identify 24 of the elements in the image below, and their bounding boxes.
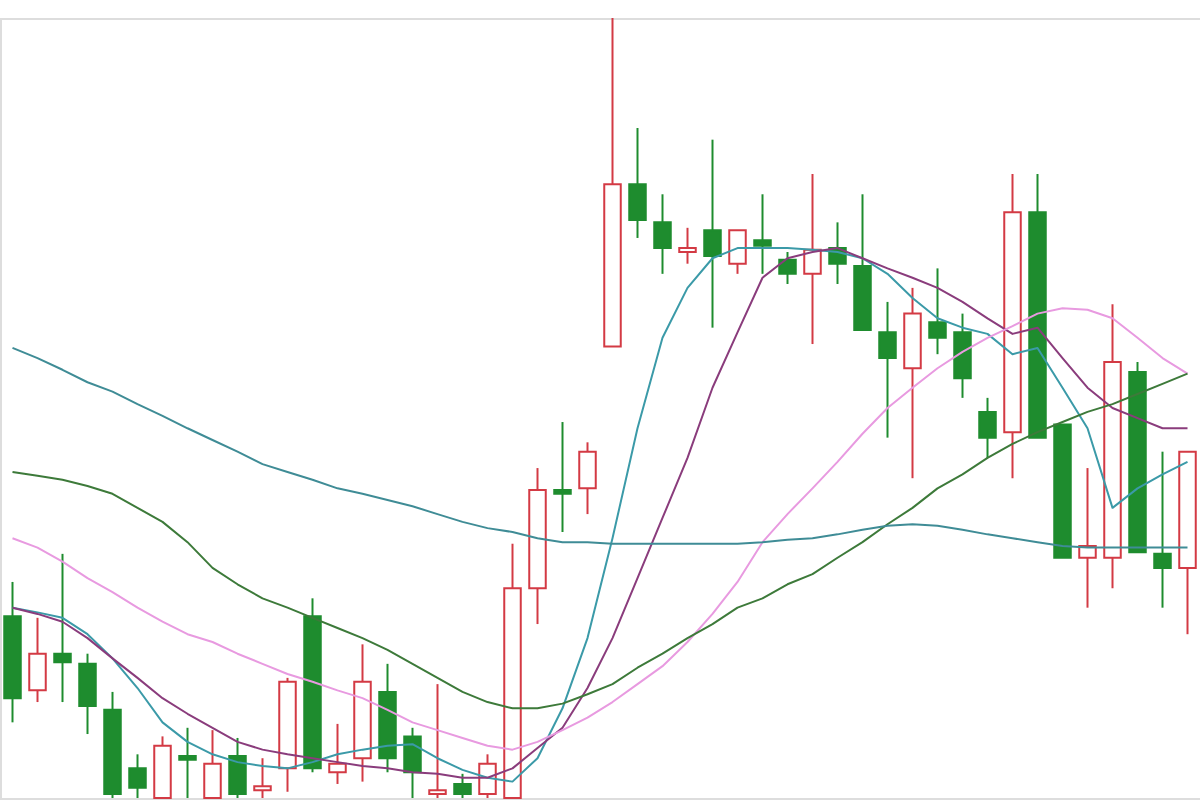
candlestick [28, 616, 47, 704]
candlestick [878, 300, 897, 439]
candlestick [553, 421, 572, 534]
candlestick [653, 193, 672, 275]
candlestick [1153, 450, 1172, 609]
candlestick [403, 726, 422, 799]
candlestick [128, 753, 147, 799]
candlestick [978, 396, 997, 459]
candlestick [228, 736, 247, 799]
candlestick [728, 229, 747, 275]
candlestick [178, 726, 197, 799]
candlestick [678, 226, 697, 265]
candlestick [628, 126, 647, 239]
candlestick [78, 652, 97, 736]
candlestick [578, 441, 597, 516]
candlestick [1078, 467, 1097, 609]
candlestick [703, 138, 722, 329]
candlestick [453, 772, 472, 799]
candlestick [778, 251, 797, 285]
candlestick [53, 552, 72, 704]
candlestick [328, 722, 347, 785]
candlestick [953, 312, 972, 399]
candlestick [753, 193, 772, 275]
candlestick [928, 267, 947, 356]
